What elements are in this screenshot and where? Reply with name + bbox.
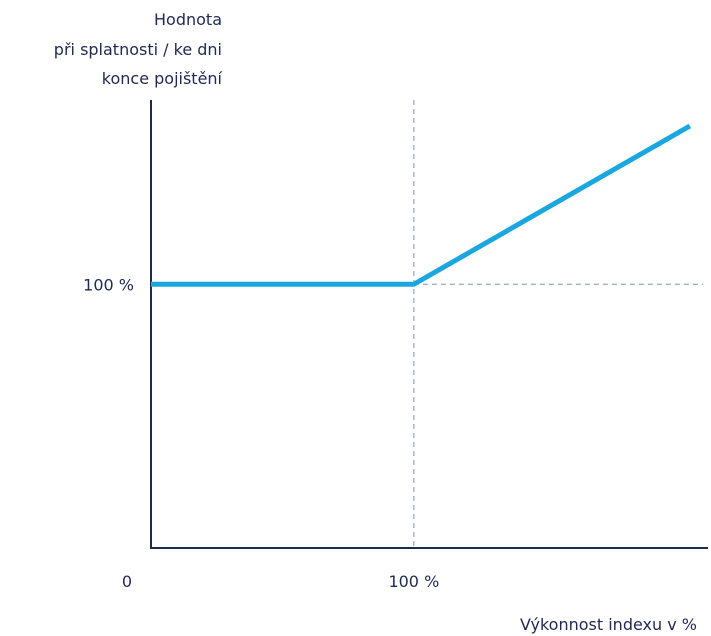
x-origin-label: 0 [122,572,132,591]
y-axis-title-line-2: při splatnosti / ke dni [54,40,222,59]
y-axis-title-line-3: konce pojištění [102,69,223,88]
payoff-series-line [151,123,692,287]
y-axis-title-line-1: Hodnota [154,10,222,29]
x-axis-title: Výkonnost indexu v % [520,615,697,634]
x-tick-label-100: 100 % [388,572,439,591]
y-tick-label-100: 100 % [83,275,134,294]
